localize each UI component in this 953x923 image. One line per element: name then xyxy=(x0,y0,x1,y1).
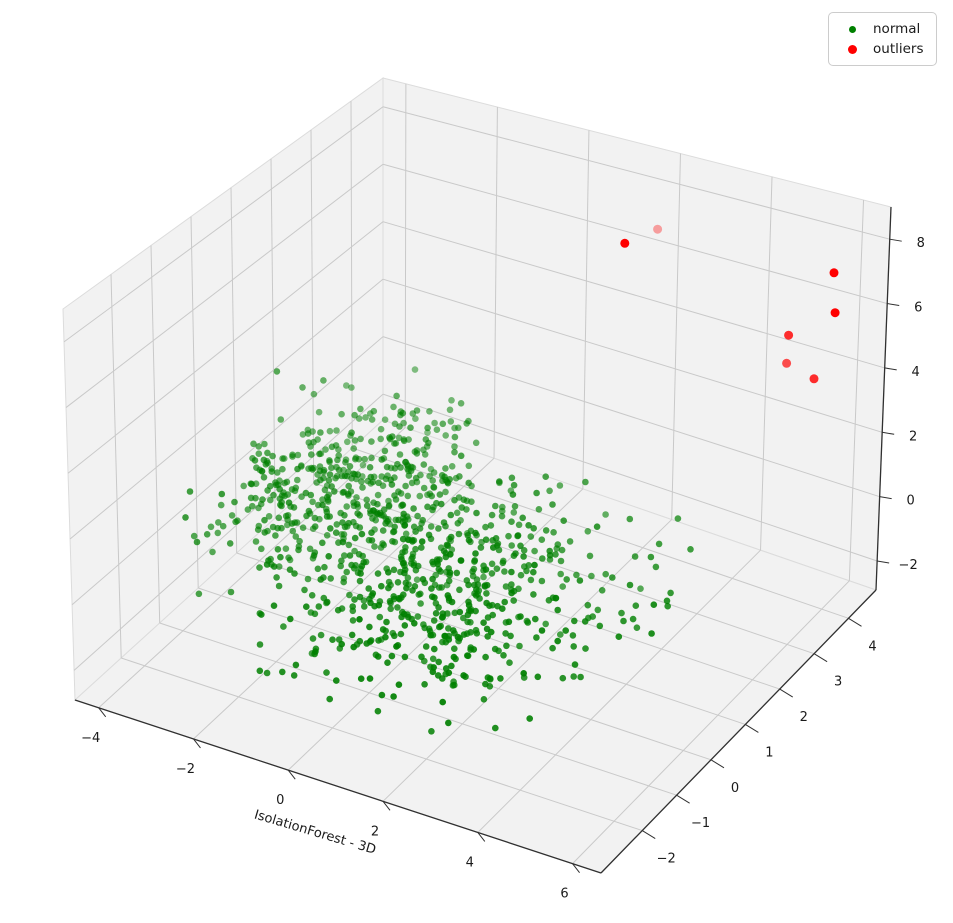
tick-label: 4 xyxy=(868,639,876,654)
legend-label-outliers: outliers xyxy=(873,41,924,57)
normal-marker-slot xyxy=(839,25,865,33)
tick-label: 3 xyxy=(834,675,842,690)
outliers-marker-slot xyxy=(839,44,865,54)
tick-label: 6 xyxy=(560,887,568,902)
tick-label: 0 xyxy=(276,793,284,808)
tick-label: −2 xyxy=(176,762,195,777)
outliers-marker-icon xyxy=(847,44,857,54)
tick-label: 8 xyxy=(917,236,925,251)
tick-label: 0 xyxy=(731,781,739,796)
tick-label: −4 xyxy=(81,731,100,746)
tick-label: −2 xyxy=(899,558,918,573)
x-axis-label: IsolationForest - 3D xyxy=(252,808,377,858)
tick-label: 6 xyxy=(914,301,922,316)
tick-marks xyxy=(98,238,902,873)
tick-label: 2 xyxy=(800,710,808,725)
tick-label: −2 xyxy=(657,852,676,867)
tick-label: 4 xyxy=(466,855,474,870)
data-points xyxy=(182,224,840,735)
tick-label: 4 xyxy=(912,365,920,380)
tick-labels: −4 −2 0 2 4 6 −2 −1 0 1 2 3 4 −2 0 2 4 6 8 xyxy=(81,236,925,901)
axis-lines xyxy=(74,206,892,874)
legend-label-normal: normal xyxy=(873,21,921,37)
normal-marker-icon xyxy=(848,25,856,33)
legend: normal outliers xyxy=(828,12,937,66)
tick-label: −1 xyxy=(691,816,710,831)
tick-label: 1 xyxy=(765,745,773,760)
tick-label: 0 xyxy=(907,494,915,509)
grid-lines xyxy=(63,83,890,864)
tick-label: 2 xyxy=(371,824,379,839)
tick-label: 2 xyxy=(909,429,917,444)
legend-item-outliers: outliers xyxy=(839,39,924,59)
legend-item-normal: normal xyxy=(839,19,924,39)
